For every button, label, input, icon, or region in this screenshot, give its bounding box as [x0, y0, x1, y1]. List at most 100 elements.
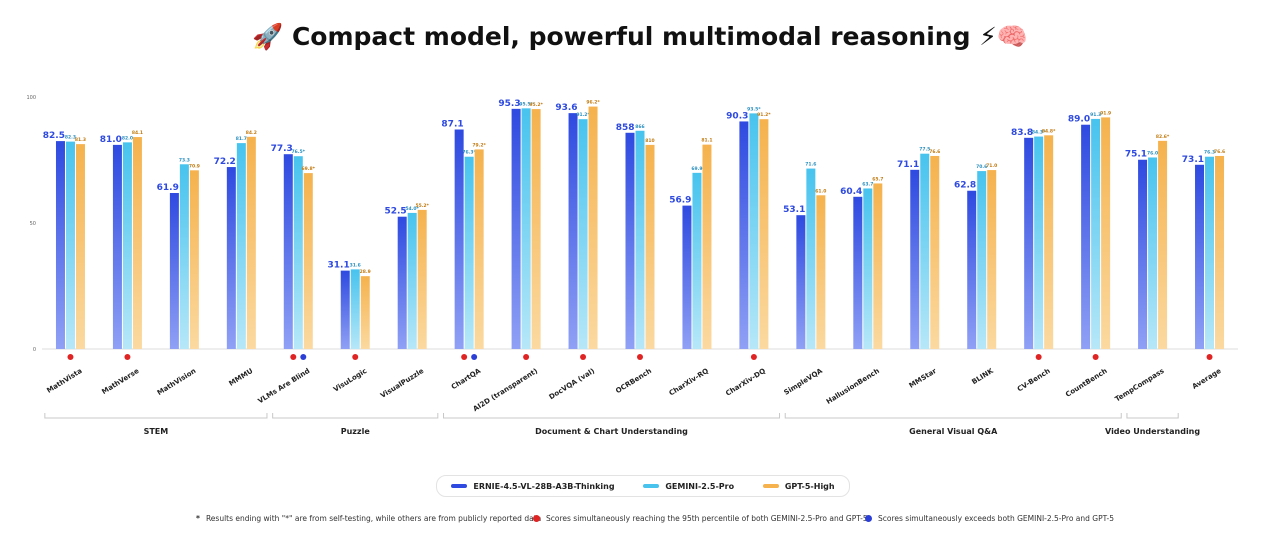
data-label: 77.3: [271, 144, 293, 154]
data-label: 52.5: [384, 207, 406, 217]
bar-gemini: [977, 171, 987, 349]
data-label: 73.3: [179, 157, 190, 163]
bar-gemini: [806, 168, 816, 349]
bar-ernie: [682, 205, 692, 349]
data-label: 84.2: [246, 130, 257, 136]
footnote-red: Scores simultaneously reaching the 95th …: [533, 514, 868, 523]
bar-gpt: [1044, 135, 1054, 349]
data-label: 81.1: [701, 138, 712, 144]
group-bracket: [784, 413, 1122, 419]
data-label: 72.2: [214, 157, 236, 167]
x-tick-label: CharXiv-RQ: [668, 367, 710, 398]
bar-ernie: [226, 167, 236, 349]
group-label: Document & Chart Understanding: [535, 427, 688, 436]
x-tick-label: CV-Bench: [1016, 367, 1052, 393]
data-label: 84.1: [132, 130, 143, 136]
data-label: 91.9: [1100, 110, 1111, 116]
data-label: 54.0*: [405, 206, 419, 212]
bar-gemini: [350, 269, 360, 349]
bar-gemini: [692, 172, 702, 349]
bar-gemini: [65, 141, 75, 349]
bar-gpt: [75, 144, 85, 349]
x-tick-label: VisuLogic: [332, 367, 368, 394]
data-label: 82.6*: [1156, 134, 1170, 140]
data-label: 96.2*: [586, 100, 600, 106]
data-label: 56.9: [669, 196, 691, 206]
bar-ernie: [397, 216, 407, 349]
data-label: 76.0: [1147, 150, 1158, 156]
bar-gpt: [303, 173, 313, 349]
bar-gpt: [417, 209, 427, 349]
legend-label-gpt: GPT-5-High: [784, 481, 835, 491]
bar-gemini: [407, 212, 417, 349]
bar-ernie: [1024, 137, 1034, 349]
footnote-asterisk: * Results ending with "*" are from self-…: [196, 514, 541, 523]
data-label: 858: [616, 123, 635, 133]
red-marker-dot: [1206, 354, 1213, 360]
x-tick-label: MathVista: [45, 367, 83, 395]
data-label: 76.6: [929, 149, 940, 155]
bar-ernie: [568, 113, 578, 350]
bar-gpt: [588, 106, 598, 350]
data-label: 90.3: [726, 111, 748, 121]
data-label: 61.9: [157, 183, 179, 193]
data-label: 53.1: [783, 205, 805, 215]
bar-ernie: [112, 144, 122, 349]
bar-gemini: [464, 156, 474, 349]
data-label: 95.5*: [519, 101, 533, 107]
legend-item-ernie[interactable]: ERNIE-4.5-VL-28B-A3B-Thinking: [451, 482, 615, 491]
asterisk-icon: *: [196, 514, 200, 523]
chart-title: 🚀 Compact model, powerful multimodal rea…: [252, 22, 1028, 51]
data-label: 82.0: [122, 135, 133, 141]
data-label: 55.2*: [415, 203, 429, 209]
x-tick-label: OCRBench: [614, 367, 653, 395]
bar-gpt: [474, 149, 484, 349]
red-marker-dot: [1035, 354, 1042, 360]
bar-ernie: [739, 121, 749, 349]
data-label: 76.3: [1204, 150, 1215, 156]
bar-ernie: [283, 154, 293, 349]
bar-ernie: [853, 196, 863, 349]
data-label: 87.1: [441, 120, 463, 130]
legend-item-gpt[interactable]: GPT-5-High: [762, 481, 835, 491]
bar-gpt: [1158, 140, 1168, 349]
bar-ernie: [511, 108, 521, 350]
bar-gpt: [702, 144, 712, 349]
legend: ERNIE-4.5-VL-28B-A3B-Thinking GEMINI-2.5…: [436, 475, 850, 497]
group-bracket: [443, 413, 781, 419]
bar-gemini: [1205, 156, 1215, 349]
bar-gemini: [521, 108, 531, 349]
y-tick-label: 50: [30, 221, 36, 227]
data-label: 82.5: [43, 131, 65, 141]
bar-gemini: [179, 164, 189, 349]
group-bracket: [44, 413, 268, 419]
bar-gpt: [987, 170, 997, 349]
bar-ernie: [967, 190, 977, 349]
legend-label-gemini: GEMINI-2.5-Pro: [665, 481, 735, 491]
data-label: 84.8*: [1042, 128, 1056, 134]
legend-swatch-gpt: [762, 484, 779, 488]
group-label: Puzzle: [341, 427, 371, 436]
bar-gemini: [578, 119, 588, 350]
group-label: General Visual Q&A: [909, 427, 998, 436]
data-label: 91.2*: [576, 112, 590, 118]
data-label: 89.0: [1068, 115, 1090, 125]
data-label: 69.9: [691, 166, 702, 172]
data-label: 91.2*: [757, 112, 771, 118]
red-marker-dot: [461, 354, 468, 360]
footnote-red-text: Scores simultaneously reaching the 95th …: [546, 514, 868, 523]
y-tick-label: 0: [33, 347, 36, 353]
bar-gemini: [920, 153, 930, 349]
legend-item-gemini[interactable]: GEMINI-2.5-Pro: [643, 482, 734, 491]
data-label: 83.8: [1011, 128, 1033, 138]
data-label: 65.7: [872, 176, 883, 182]
blue-marker-dot: [300, 354, 307, 360]
bar-gpt: [132, 137, 142, 349]
data-label: 95.3: [498, 99, 520, 109]
x-tick-label: SimpleVQA: [783, 367, 825, 397]
bar-ernie: [169, 193, 179, 349]
bar-ernie: [1081, 124, 1091, 349]
data-label: 76.3*: [462, 150, 476, 156]
bar-gpt: [1215, 155, 1225, 349]
x-tick-label: BLINK: [970, 367, 995, 387]
